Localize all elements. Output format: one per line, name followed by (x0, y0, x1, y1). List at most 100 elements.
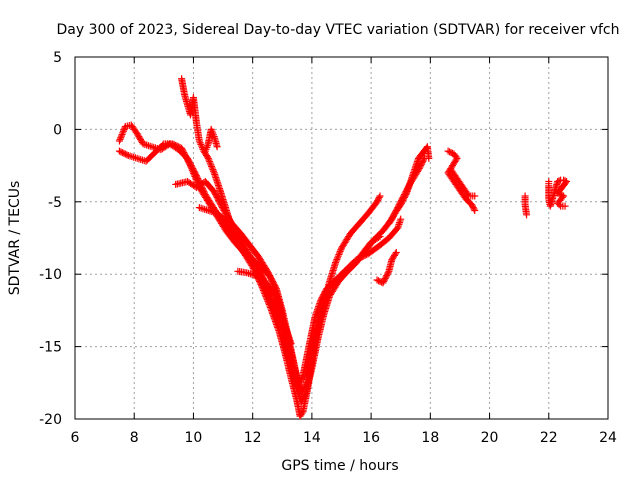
data-point (186, 162, 194, 170)
data-point-run (298, 382, 309, 395)
data-point-run (211, 170, 224, 193)
x-tick-label: 20 (481, 430, 499, 446)
data-point (373, 276, 381, 284)
x-tick-label: 18 (421, 430, 439, 446)
data-point (554, 189, 562, 197)
data-point-run (374, 193, 383, 204)
data-point-run (178, 76, 188, 97)
series-arc-k (521, 192, 531, 219)
data-point (169, 140, 177, 148)
plot-frame (74, 56, 609, 420)
data-point-run (446, 148, 457, 157)
data-point-run (170, 141, 184, 151)
data-point-run (375, 277, 385, 286)
data-point-run (350, 251, 365, 268)
y-tick-label: 0 (53, 122, 62, 138)
series-arc-b (115, 140, 428, 406)
series-arc-j (444, 147, 479, 214)
data-point-run (555, 190, 563, 198)
x-tick-label: 8 (130, 430, 139, 446)
y-tick-label: -15 (39, 340, 62, 356)
data-point-run (359, 240, 374, 257)
data-point-run (258, 283, 274, 310)
data-point-run (547, 179, 561, 209)
x-tick-label: 24 (599, 430, 617, 446)
data-point-run (445, 170, 457, 184)
data-point-run (211, 189, 226, 212)
data-point (213, 143, 221, 151)
data-point-run (297, 409, 306, 419)
series-arc-g (201, 125, 221, 155)
y-tick-label: -20 (39, 412, 62, 428)
data-point-run (117, 148, 131, 159)
data-point-run (295, 373, 306, 387)
data-point (115, 137, 123, 145)
data-point (290, 372, 298, 380)
x-tick-label: 10 (185, 430, 203, 446)
data-point-run (365, 199, 380, 216)
data-point-run (116, 124, 129, 143)
data-point-run (365, 242, 383, 257)
series-arc-h (373, 248, 400, 287)
data-point-run (326, 260, 339, 284)
data-point-run (415, 156, 428, 172)
x-tick-label: 22 (540, 430, 558, 446)
y-tick-label: 5 (53, 50, 62, 66)
data-point-run (467, 192, 477, 200)
data-point-run (193, 120, 203, 143)
data-point-run (273, 312, 286, 335)
axis-ticks: 6 8 10 12 14 16 18 20 22 24 5 0 -5 -10 -15 -20 (39, 50, 617, 446)
data-point-run (454, 176, 466, 190)
data-point-run (214, 210, 229, 224)
data-point-run (463, 196, 475, 208)
chart-title: Day 300 of 2023, Sidereal Day-to-day VTE… (56, 22, 619, 38)
x-axis-label: GPS time / hours (281, 458, 398, 474)
data-point-run (342, 263, 356, 277)
data-point-run (457, 188, 469, 201)
data-point-run (134, 131, 146, 146)
data-point-run (356, 211, 371, 226)
data-point-run (276, 307, 289, 329)
data-point-run (205, 156, 218, 175)
data-point (444, 147, 452, 155)
data-point (287, 340, 295, 348)
data-point-run (409, 156, 422, 178)
data-point (295, 383, 303, 391)
data-point-run (264, 269, 280, 291)
data-point-run (202, 142, 212, 153)
y-tick-label: -10 (39, 267, 62, 283)
series-arc-f (234, 267, 295, 348)
data-point-run (143, 150, 158, 164)
data-point (204, 154, 212, 162)
data-point-run (448, 167, 460, 181)
data-point-run (380, 269, 392, 285)
series-arc-l (545, 176, 571, 210)
data-point-run (208, 127, 217, 139)
x-tick-label: 12 (244, 430, 262, 446)
data-points (115, 75, 571, 420)
data-point-run (220, 206, 235, 226)
data-point-run (318, 286, 330, 303)
data-point-run (320, 293, 333, 317)
data-point (523, 211, 531, 219)
data-point-run (451, 179, 463, 193)
data-point-run (202, 179, 217, 194)
data-point (115, 147, 123, 155)
data-point-run (298, 390, 309, 404)
data-point-run (279, 330, 292, 358)
data-point (376, 192, 384, 200)
data-point-run (299, 344, 313, 378)
data-point-run (311, 298, 324, 320)
data-point-run (338, 231, 353, 251)
series-arc-e (195, 204, 303, 391)
data-point-run (253, 273, 267, 284)
data-point-run (386, 225, 401, 241)
series-arc-i (385, 143, 433, 228)
data-point-run (196, 185, 211, 204)
data-point-run (235, 240, 247, 255)
data-point-run (267, 295, 280, 317)
x-tick-label: 6 (71, 430, 80, 446)
data-point (471, 192, 479, 200)
y-tick-label: -5 (48, 195, 62, 211)
data-point-run (249, 257, 262, 274)
